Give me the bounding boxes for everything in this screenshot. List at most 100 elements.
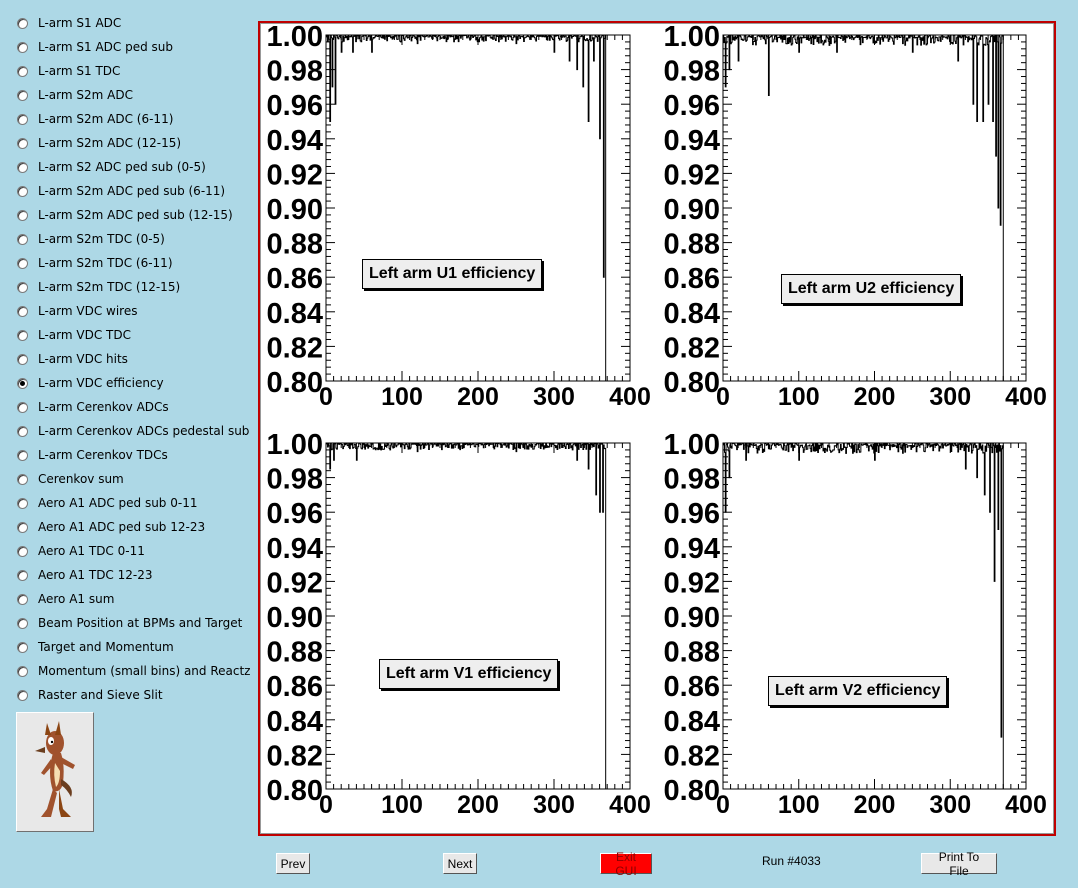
y-tick-label: 0.98 (267, 464, 323, 496)
radio-button-icon[interactable] (17, 473, 28, 485)
radio-item[interactable]: L-arm S2m TDC (12-15) (17, 277, 253, 297)
radio-button-icon[interactable] (17, 41, 28, 53)
radio-button-icon[interactable] (17, 209, 28, 221)
exit-gui-button[interactable]: Exit GUI (600, 850, 652, 878)
efficiency-plots: 0.800.820.840.860.880.900.920.940.960.98… (267, 23, 1047, 819)
y-tick-label: 0.84 (267, 706, 323, 738)
radio-item[interactable]: L-arm Cerenkov ADCs (17, 397, 253, 417)
radio-item[interactable]: L-arm Cerenkov TDCs (17, 445, 253, 465)
radio-button-icon[interactable] (17, 113, 28, 125)
radio-button-icon[interactable] (17, 497, 28, 509)
radio-item[interactable]: L-arm S2m ADC (12-15) (17, 133, 253, 153)
y-tick-label: 1.00 (267, 23, 323, 53)
radio-item[interactable]: Aero A1 ADC ped sub 12-23 (17, 517, 253, 537)
radio-button-icon[interactable] (17, 353, 28, 365)
x-tick-label: 100 (778, 383, 820, 411)
radio-label: L-arm VDC wires (38, 304, 138, 318)
radio-button-icon[interactable] (17, 329, 28, 341)
radio-button-icon[interactable] (17, 89, 28, 101)
y-tick-label: 0.84 (664, 706, 720, 738)
radio-item[interactable]: L-arm S2m TDC (0-5) (17, 229, 253, 249)
radio-button-icon[interactable] (17, 65, 28, 77)
radio-label: L-arm VDC hits (38, 352, 128, 366)
run-number-label: Run #4033 (762, 854, 821, 868)
y-tick-label: 0.94 (267, 125, 323, 157)
radio-button-icon[interactable] (17, 521, 28, 533)
prev-button[interactable]: Prev (276, 853, 310, 874)
y-tick-label: 0.90 (267, 194, 323, 226)
radio-item[interactable]: L-arm S2 ADC ped sub (0-5) (17, 157, 253, 177)
plot-title: Left arm V1 efficiency (379, 659, 559, 689)
radio-item[interactable]: L-arm S2m ADC ped sub (6-11) (17, 181, 253, 201)
radio-item[interactable]: Aero A1 ADC ped sub 0-11 (17, 493, 253, 513)
radio-item[interactable]: L-arm S2m TDC (6-11) (17, 253, 253, 273)
y-tick-label: 0.94 (267, 533, 323, 565)
radio-button-icon[interactable] (17, 161, 28, 173)
radio-button-icon[interactable] (17, 689, 28, 701)
radio-button-icon[interactable] (17, 233, 28, 245)
radio-item[interactable]: L-arm VDC efficiency (17, 373, 253, 393)
y-tick-label: 0.86 (664, 671, 720, 703)
radio-button-icon[interactable] (17, 617, 28, 629)
x-tick-label: 100 (381, 791, 423, 819)
radio-button-icon[interactable] (17, 593, 28, 605)
radio-button-icon[interactable] (17, 641, 28, 653)
radio-item[interactable]: L-arm VDC TDC (17, 325, 253, 345)
y-tick-label: 0.80 (664, 367, 720, 399)
radio-button-icon[interactable] (17, 569, 28, 581)
y-tick-label: 0.92 (267, 159, 323, 191)
y-tick-label: 0.98 (267, 56, 323, 88)
plot-frame (722, 442, 1027, 790)
radio-item[interactable]: Aero A1 TDC 0-11 (17, 541, 253, 561)
radio-label: Raster and Sieve Slit (38, 688, 163, 702)
radio-label: L-arm S2m ADC (12-15) (38, 136, 182, 150)
radio-item[interactable]: L-arm S2m ADC (6-11) (17, 109, 253, 129)
radio-item[interactable]: Momentum (small bins) and Reactz (17, 661, 253, 681)
y-tick-label: 0.82 (664, 740, 720, 772)
radio-label: L-arm S2m ADC (6-11) (38, 112, 174, 126)
radio-item[interactable]: Beam Position at BPMs and Target (17, 613, 253, 633)
radio-label: L-arm S1 ADC (38, 16, 122, 30)
radio-button-icon[interactable] (17, 449, 28, 461)
radio-button-icon[interactable] (17, 425, 28, 437)
radio-item[interactable]: Aero A1 sum (17, 589, 253, 609)
y-tick-label: 0.92 (664, 159, 720, 191)
efficiency-histogram (326, 34, 607, 381)
radio-button-icon[interactable] (17, 281, 28, 293)
radio-button-icon[interactable] (17, 665, 28, 677)
radio-button-icon[interactable] (17, 545, 28, 557)
radio-button-icon[interactable] (17, 305, 28, 317)
radio-item[interactable]: L-arm S1 ADC (17, 13, 253, 33)
x-tick-label: 400 (609, 383, 651, 411)
radio-item[interactable]: Target and Momentum (17, 637, 253, 657)
radio-label: L-arm Cerenkov ADCs pedestal sub (38, 424, 250, 438)
radio-label: Aero A1 TDC 0-11 (38, 544, 145, 558)
radio-label: Aero A1 sum (38, 592, 115, 606)
y-tick-label: 0.80 (267, 775, 323, 807)
radio-item[interactable]: L-arm S1 ADC ped sub (17, 37, 253, 57)
radio-label: Aero A1 TDC 12-23 (38, 568, 153, 582)
radio-button-icon[interactable] (17, 401, 28, 413)
radio-button-icon[interactable] (17, 377, 28, 389)
radio-item[interactable]: L-arm VDC wires (17, 301, 253, 321)
print-to-file-button[interactable]: Print To File (921, 850, 997, 878)
radio-button-icon[interactable] (17, 185, 28, 197)
radio-item[interactable]: L-arm S1 TDC (17, 61, 253, 81)
coyote-logo-button[interactable] (16, 712, 94, 832)
efficiency-histogram (723, 34, 1004, 381)
x-tick-label: 300 (533, 791, 575, 819)
next-button[interactable]: Next (443, 853, 477, 874)
radio-item[interactable]: L-arm VDC hits (17, 349, 253, 369)
radio-item[interactable]: Raster and Sieve Slit (17, 685, 253, 705)
radio-item[interactable]: Aero A1 TDC 12-23 (17, 565, 253, 585)
efficiency-histogram (326, 442, 607, 789)
plot-frame (325, 34, 631, 382)
radio-item[interactable]: L-arm S2m ADC (17, 85, 253, 105)
radio-item[interactable]: L-arm Cerenkov ADCs pedestal sub (17, 421, 253, 441)
radio-button-icon[interactable] (17, 17, 28, 29)
radio-item[interactable]: Cerenkov sum (17, 469, 253, 489)
radio-item[interactable]: L-arm S2m ADC ped sub (12-15) (17, 205, 253, 225)
radio-button-icon[interactable] (17, 137, 28, 149)
radio-button-icon[interactable] (17, 257, 28, 269)
plot-frame (325, 442, 631, 790)
